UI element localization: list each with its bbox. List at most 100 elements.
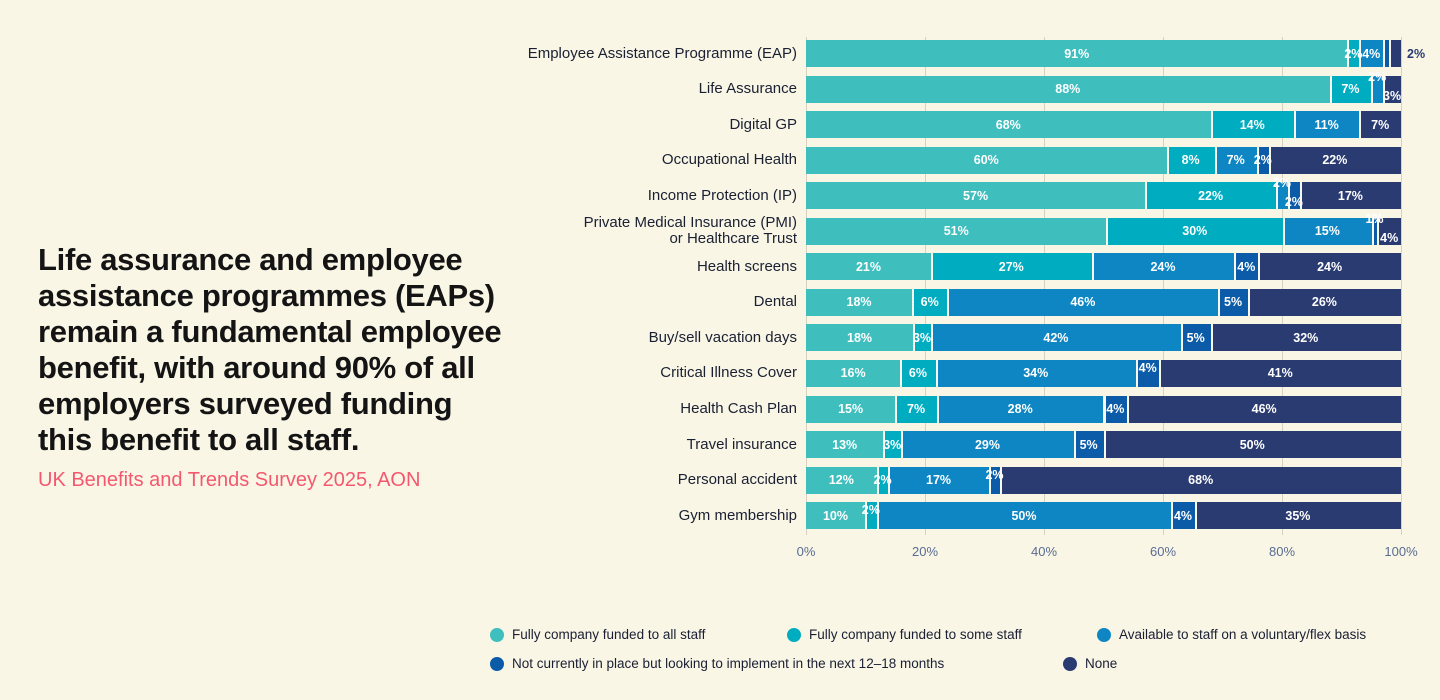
bar-value-label: 41% xyxy=(1267,366,1293,381)
source-caption: UK Benefits and Trends Survey 2025, AON xyxy=(38,469,421,491)
bar-value-label: 50% xyxy=(1011,508,1037,523)
bar-value-label: 68% xyxy=(1188,473,1214,488)
bar-segment xyxy=(1377,217,1401,245)
bar-value-label: 3% xyxy=(912,330,932,345)
bar-segment xyxy=(1000,466,1401,494)
row-label: Personal accident xyxy=(677,471,797,489)
bar-value-label: 4% xyxy=(1237,259,1256,274)
bar-segment xyxy=(1258,253,1401,281)
bar-segment xyxy=(901,431,1074,459)
bar-value-label: 35% xyxy=(1285,508,1311,523)
bar-value-label: 60% xyxy=(973,153,999,168)
bar-value-label: 32% xyxy=(1293,330,1319,345)
bar-row: 15% 7% 28% 4% 46% xyxy=(806,395,1401,423)
bar-segment xyxy=(1166,146,1215,174)
bar-segment xyxy=(1234,253,1259,281)
bar-segment xyxy=(1210,324,1401,352)
bar-segment xyxy=(1135,359,1160,387)
x-axis-tick-label: 100% xyxy=(1384,544,1418,559)
bar-value-label: 28% xyxy=(1007,402,1033,416)
x-axis-tick-label: 80% xyxy=(1268,544,1296,559)
bar-value-label: 88% xyxy=(1055,82,1081,97)
bar-segment xyxy=(806,146,1167,174)
bar-segment xyxy=(988,466,1001,494)
bar-segment xyxy=(806,182,1146,210)
bar-value-label: 26% xyxy=(1311,295,1337,310)
bar-value-label: 17% xyxy=(926,473,952,488)
row-label: Health Cash Plan xyxy=(680,400,797,417)
legend-label: Available to staff on a voluntary/flex b… xyxy=(1119,627,1367,642)
bar-value-label: 21% xyxy=(855,259,881,274)
bar-value-label: 14% xyxy=(1239,117,1265,132)
bar-segment xyxy=(1247,288,1401,316)
bar-segment xyxy=(1389,40,1401,67)
bar-row: 57% 22% 2% 2% 17% xyxy=(806,176,1401,210)
bar-value-label: 7% xyxy=(1341,82,1360,97)
bar-segment xyxy=(900,359,936,387)
bar-value-label: 4% xyxy=(1173,508,1193,523)
bar-row: 18% 3% 42% 5% 32% xyxy=(806,324,1401,352)
bar-segment xyxy=(806,395,896,423)
bar-row: 88% 7% 2% 3% xyxy=(806,70,1401,103)
bar-value-label: 2% xyxy=(1272,176,1292,191)
bar-value-label: 57% xyxy=(963,188,989,203)
bar-value-label: 50% xyxy=(1239,437,1265,452)
row-label: Income Protection (IP) xyxy=(647,186,797,204)
legend-dot xyxy=(1097,628,1111,642)
bar-value-label: 27% xyxy=(998,259,1024,274)
bar-value-label: 2% xyxy=(873,473,892,488)
row-label: Occupational Health xyxy=(661,151,797,169)
bar-row: 13% 3% 29% 5% 50% xyxy=(806,431,1401,459)
bar-segment xyxy=(1103,431,1401,459)
bar-segment xyxy=(912,288,948,316)
legend-dot xyxy=(490,628,504,642)
bar-value-label: 34% xyxy=(1023,366,1049,381)
legend-label: Fully company funded to all staff xyxy=(512,627,706,642)
bar-value-label: 12% xyxy=(828,473,854,488)
bar-segment xyxy=(864,502,877,530)
bar-segment xyxy=(1145,182,1277,210)
bar-segment xyxy=(1299,182,1401,210)
bar-row: 51% 30% 15% 1% 4% xyxy=(806,212,1401,245)
bar-segment xyxy=(1383,40,1390,67)
bar-segment xyxy=(806,111,1211,139)
bar-segment xyxy=(1171,502,1195,530)
bar-segment xyxy=(1287,182,1300,210)
bar-row: 68% 14% 11% 7% xyxy=(806,111,1401,139)
bar-value-label: 4% xyxy=(1380,230,1399,245)
x-axis-tick-label: 20% xyxy=(911,544,939,559)
bar-segment xyxy=(930,253,1092,281)
bar-segment xyxy=(1194,502,1401,530)
bar-value-label: 2% xyxy=(1344,46,1363,61)
bar-segment xyxy=(1103,395,1128,423)
bar-segment xyxy=(876,502,1172,530)
bar-segment xyxy=(1091,253,1235,281)
bar-value-label: 8% xyxy=(1181,153,1200,168)
grid-line xyxy=(1044,37,1045,535)
bar-segment xyxy=(806,40,1348,67)
bar-value-label: 22% xyxy=(1198,188,1224,203)
bar-value-label: 30% xyxy=(1182,224,1208,239)
bar-value-label: 11% xyxy=(1314,117,1339,132)
bar-value-label: 7% xyxy=(1226,153,1245,168)
bar-segment xyxy=(876,466,889,494)
bar-segment xyxy=(1127,395,1401,423)
bar-segment xyxy=(913,324,931,352)
bar-segment xyxy=(947,288,1219,316)
row-label: Employee Assistance Programme (EAP) xyxy=(527,44,797,62)
bar-segment xyxy=(930,324,1181,352)
bar-value-label: 10% xyxy=(822,508,848,523)
grid-line xyxy=(1163,37,1164,535)
bar-segment xyxy=(806,324,914,352)
headline: Life assurance and employee assistance p… xyxy=(38,242,502,457)
bar-value-label: 24% xyxy=(1150,259,1176,274)
bar-segment xyxy=(1214,146,1257,174)
bar-segment xyxy=(1371,75,1384,103)
bar-value-label: 2% xyxy=(1284,195,1303,210)
bar-segment xyxy=(806,359,901,387)
bar-segment xyxy=(1106,217,1284,245)
bar-segment xyxy=(1268,146,1401,174)
row-label: Health screens xyxy=(696,257,797,275)
bar-value-label: 46% xyxy=(1251,402,1277,416)
